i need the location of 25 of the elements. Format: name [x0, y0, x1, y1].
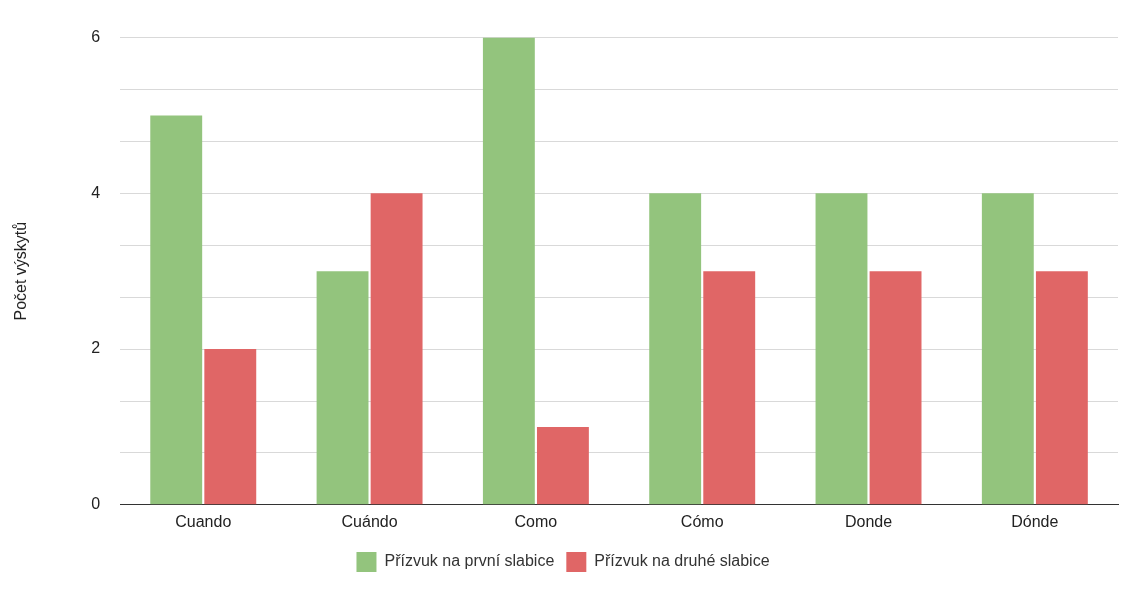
bar: [150, 115, 203, 505]
bar: [1035, 271, 1088, 505]
y-tick-label: 4: [91, 183, 101, 201]
x-tick-label: Como: [514, 512, 558, 530]
legend-label: Přízvuk na první slabice: [384, 552, 555, 570]
y-axis-title: Počet výskytů: [12, 221, 30, 321]
bar: [649, 193, 702, 505]
x-tick-label: Cuando: [175, 512, 232, 530]
bar: [316, 271, 369, 505]
bar: [204, 349, 257, 505]
bar: [482, 37, 535, 505]
y-tick-label: 2: [91, 339, 101, 357]
bar: [536, 426, 589, 505]
bar: [981, 193, 1034, 505]
bar: [703, 271, 756, 505]
x-tick-label: Dónde: [1011, 512, 1059, 530]
y-tick-label: 6: [91, 28, 101, 46]
x-tick-label: Donde: [844, 512, 893, 530]
legend-label: Přízvuk na druhé slabice: [594, 552, 770, 570]
bar: [815, 193, 868, 505]
y-tick-label: 0: [91, 495, 101, 513]
x-tick-label: Cómo: [680, 512, 724, 530]
x-tick-label: Cuándo: [341, 512, 398, 530]
bar: [370, 193, 423, 505]
bar: [869, 271, 922, 505]
